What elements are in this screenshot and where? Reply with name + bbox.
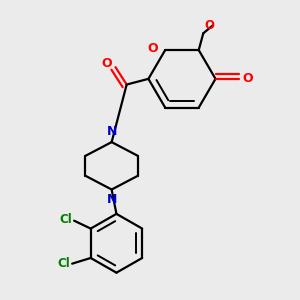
Text: N: N xyxy=(106,125,117,138)
Text: N: N xyxy=(106,193,117,206)
Text: Cl: Cl xyxy=(60,213,73,226)
Text: O: O xyxy=(204,20,214,32)
Text: O: O xyxy=(243,72,253,86)
Text: Cl: Cl xyxy=(58,257,70,270)
Text: O: O xyxy=(148,42,158,55)
Text: O: O xyxy=(102,57,112,70)
